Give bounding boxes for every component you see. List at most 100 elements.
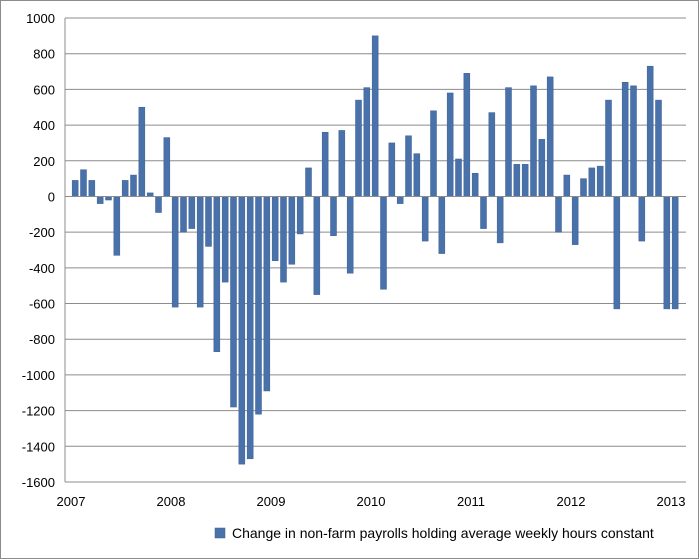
y-tick-label: 1000 bbox=[26, 11, 55, 26]
y-tick-label: -1000 bbox=[22, 368, 55, 383]
bar bbox=[346, 196, 354, 274]
bar bbox=[271, 196, 279, 261]
bar bbox=[321, 131, 329, 197]
bar bbox=[155, 196, 162, 213]
bar bbox=[580, 178, 587, 197]
bar bbox=[146, 192, 154, 197]
x-tick-label: 2009 bbox=[257, 494, 286, 509]
x-tick-label: 2008 bbox=[157, 494, 186, 509]
bar bbox=[355, 99, 362, 197]
x-tick-label: 2011 bbox=[457, 494, 485, 509]
bar bbox=[305, 167, 312, 197]
bar bbox=[663, 196, 671, 310]
bar bbox=[621, 82, 629, 197]
bar bbox=[513, 164, 521, 197]
bar bbox=[180, 196, 187, 233]
bar bbox=[371, 35, 379, 197]
bar bbox=[213, 196, 221, 352]
bar bbox=[563, 174, 571, 197]
bar bbox=[530, 85, 537, 197]
bar bbox=[221, 196, 229, 283]
bar bbox=[238, 196, 246, 465]
y-tick-label: 0 bbox=[48, 189, 55, 204]
bar bbox=[230, 196, 237, 408]
bar bbox=[138, 106, 146, 197]
bar bbox=[205, 196, 212, 247]
bar bbox=[330, 196, 337, 236]
bar bbox=[313, 196, 321, 295]
bar bbox=[671, 196, 679, 310]
legend-label: Change in non-farm payrolls holding aver… bbox=[232, 525, 654, 541]
bar bbox=[488, 112, 496, 197]
bar bbox=[363, 87, 371, 197]
axes: 1000 800 600 400 200 0 -200 -400 -600 -800 -1000 -1… bbox=[22, 11, 686, 509]
bar bbox=[613, 196, 621, 310]
bars bbox=[71, 35, 679, 465]
bar bbox=[280, 196, 287, 283]
bar bbox=[88, 180, 96, 197]
bar bbox=[96, 196, 104, 204]
y-tick-label: -600 bbox=[29, 297, 55, 312]
x-tick-label: 2013 bbox=[657, 494, 686, 509]
bar bbox=[555, 196, 562, 233]
bar bbox=[121, 180, 129, 197]
bar bbox=[388, 142, 396, 197]
y-tick-label: -800 bbox=[29, 332, 55, 347]
bar bbox=[655, 99, 662, 197]
bar bbox=[463, 73, 471, 197]
bar bbox=[296, 196, 304, 235]
y-tick-label: -1200 bbox=[22, 404, 55, 419]
bar bbox=[188, 196, 196, 229]
bar bbox=[246, 196, 254, 460]
bar bbox=[71, 180, 79, 197]
bar bbox=[105, 196, 112, 201]
legend-swatch bbox=[214, 527, 226, 539]
y-tick-label: -1400 bbox=[22, 439, 55, 454]
bar bbox=[480, 196, 487, 229]
bar bbox=[413, 153, 421, 197]
bar bbox=[630, 85, 637, 197]
y-tick-label: -1600 bbox=[22, 475, 55, 490]
bar bbox=[538, 139, 546, 197]
bar bbox=[405, 135, 412, 197]
y-tick-label: -400 bbox=[29, 261, 55, 276]
y-tick-label: -200 bbox=[29, 225, 55, 240]
bar bbox=[396, 196, 404, 204]
bar bbox=[588, 167, 596, 197]
bar bbox=[80, 169, 87, 197]
x-tick-label: 2012 bbox=[557, 494, 586, 509]
y-tick-label: 400 bbox=[33, 118, 55, 133]
bar bbox=[196, 196, 204, 308]
bar bbox=[596, 165, 604, 197]
bar bbox=[130, 174, 137, 197]
bar bbox=[338, 130, 346, 197]
bar bbox=[571, 196, 579, 245]
bar bbox=[255, 196, 262, 415]
bar bbox=[496, 196, 504, 244]
bar bbox=[455, 158, 462, 197]
bar bbox=[380, 196, 387, 290]
legend: Change in non-farm payrolls holding aver… bbox=[214, 525, 654, 541]
y-tick-label: 200 bbox=[33, 154, 55, 169]
bar bbox=[446, 92, 454, 197]
x-tick-label: 2010 bbox=[357, 494, 386, 509]
bar bbox=[171, 196, 179, 308]
bar bbox=[605, 99, 612, 197]
bar bbox=[546, 76, 554, 197]
bar bbox=[430, 110, 437, 197]
bar bbox=[471, 173, 479, 197]
bar bbox=[638, 196, 646, 242]
y-tick-label: 800 bbox=[33, 47, 55, 62]
x-tick-label: 2007 bbox=[57, 494, 86, 509]
y-tick-label: 600 bbox=[33, 82, 55, 97]
bar bbox=[288, 196, 296, 265]
bar bbox=[263, 196, 271, 392]
bar bbox=[646, 65, 654, 197]
bar bbox=[421, 196, 429, 242]
bar bbox=[505, 87, 512, 197]
bar bbox=[521, 164, 529, 197]
bar bbox=[163, 137, 171, 197]
bar bbox=[438, 196, 446, 254]
